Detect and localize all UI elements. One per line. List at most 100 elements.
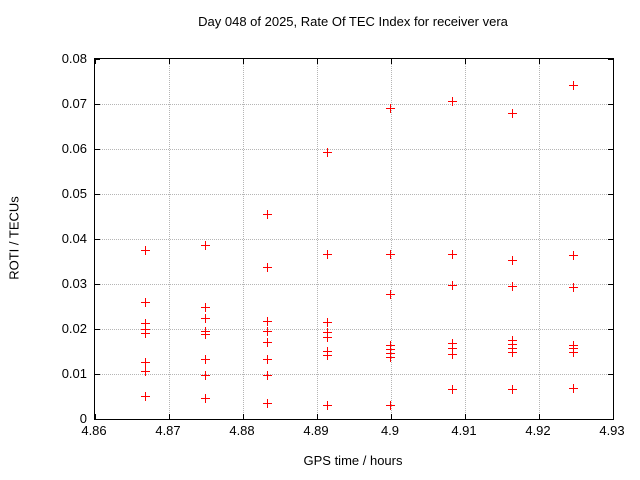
x-tick-label: 4.87 — [155, 423, 181, 438]
y-tick-label: 0.04 — [61, 231, 87, 246]
data-point-marker — [140, 297, 150, 307]
data-point-marker — [447, 250, 457, 260]
x-gridline — [317, 59, 318, 419]
data-point-marker — [385, 104, 395, 114]
x-tick-label: 4.86 — [81, 423, 107, 438]
data-point-marker — [508, 344, 518, 354]
data-point-marker — [323, 317, 333, 327]
data-point-marker — [447, 343, 457, 353]
x-tick-mark — [465, 414, 466, 419]
data-point-marker — [140, 391, 150, 401]
y-tick-mark — [608, 59, 613, 60]
y-tick-mark — [95, 329, 100, 330]
data-point-marker — [262, 355, 272, 365]
data-point-marker — [323, 249, 333, 259]
y-tick-mark — [95, 59, 100, 60]
x-tick-label: 4.88 — [229, 423, 255, 438]
data-point-marker — [508, 255, 518, 265]
y-tick-mark — [608, 239, 613, 240]
x-tick-mark — [243, 414, 244, 419]
data-point-marker — [323, 401, 333, 411]
x-tick-mark — [169, 59, 170, 64]
data-point-marker — [201, 313, 211, 323]
data-point-marker — [323, 327, 333, 337]
x-tick-label: 4.9 — [380, 423, 400, 438]
plot-area — [94, 58, 614, 420]
data-point-marker — [201, 371, 211, 381]
x-tick-label: 4.91 — [451, 423, 477, 438]
x-gridline — [169, 59, 170, 419]
y-tick-mark — [608, 329, 613, 330]
data-point-marker — [262, 371, 272, 381]
data-point-marker — [323, 350, 333, 360]
data-point-marker — [385, 290, 395, 300]
x-tick-label: 4.93 — [599, 423, 625, 438]
y-gridline — [95, 194, 613, 195]
y-tick-mark — [608, 194, 613, 195]
data-point-marker — [508, 281, 518, 291]
data-point-marker — [447, 281, 457, 291]
data-point-marker — [508, 109, 518, 118]
data-point-marker — [140, 357, 150, 367]
y-tick-mark — [95, 239, 100, 240]
data-point-marker — [262, 398, 272, 408]
data-point-marker — [262, 210, 272, 220]
chart-title: Day 048 of 2025, Rate Of TEC Index for r… — [198, 14, 508, 29]
x-tick-mark — [243, 59, 244, 64]
data-point-marker — [201, 394, 211, 404]
y-tick-mark — [608, 104, 613, 105]
y-tick-mark — [95, 419, 100, 420]
y-tick-mark — [95, 374, 100, 375]
y-gridline — [95, 284, 613, 285]
data-point-marker — [323, 147, 333, 157]
x-tick-label: 4.89 — [303, 423, 329, 438]
y-tick-label: 0.08 — [61, 51, 87, 66]
y-gridline — [95, 104, 613, 105]
data-point-marker — [447, 96, 457, 106]
x-gridline — [539, 59, 540, 419]
data-point-marker — [447, 338, 457, 348]
y-gridline — [95, 149, 613, 150]
data-point-marker — [140, 366, 150, 376]
y-tick-mark — [95, 284, 100, 285]
x-tick-mark — [539, 59, 540, 64]
data-point-marker — [385, 341, 395, 351]
y-tick-mark — [95, 149, 100, 150]
data-point-marker — [385, 345, 395, 355]
x-tick-mark — [465, 59, 466, 64]
data-point-marker — [569, 347, 579, 357]
data-point-marker — [508, 347, 518, 357]
data-point-marker — [201, 326, 211, 336]
y-tick-mark — [95, 104, 100, 105]
x-gridline — [391, 59, 392, 419]
data-point-marker — [447, 385, 457, 395]
data-point-marker — [508, 336, 518, 346]
x-tick-label: 4.92 — [525, 423, 551, 438]
y-gridline — [95, 329, 613, 330]
y-tick-mark — [608, 374, 613, 375]
data-point-marker — [262, 262, 272, 272]
data-point-marker — [569, 341, 579, 351]
data-point-marker — [262, 316, 272, 326]
data-point-marker — [385, 401, 395, 411]
data-point-marker — [323, 346, 333, 356]
x-tick-mark — [317, 59, 318, 64]
y-tick-label: 0.07 — [61, 96, 87, 111]
x-tick-mark — [95, 414, 96, 419]
data-point-marker — [140, 246, 150, 256]
y-tick-label: 0.03 — [61, 276, 87, 291]
data-point-marker — [323, 332, 333, 342]
data-point-marker — [569, 383, 579, 393]
x-tick-mark — [613, 414, 614, 419]
x-tick-mark — [391, 59, 392, 64]
x-tick-mark — [95, 59, 96, 64]
x-tick-mark — [391, 414, 392, 419]
data-point-marker — [508, 385, 518, 395]
data-point-marker — [201, 302, 211, 312]
data-point-marker — [508, 340, 518, 350]
data-point-marker — [262, 337, 272, 347]
data-point-marker — [201, 330, 211, 340]
y-tick-mark — [608, 419, 613, 420]
data-point-marker — [140, 318, 150, 328]
